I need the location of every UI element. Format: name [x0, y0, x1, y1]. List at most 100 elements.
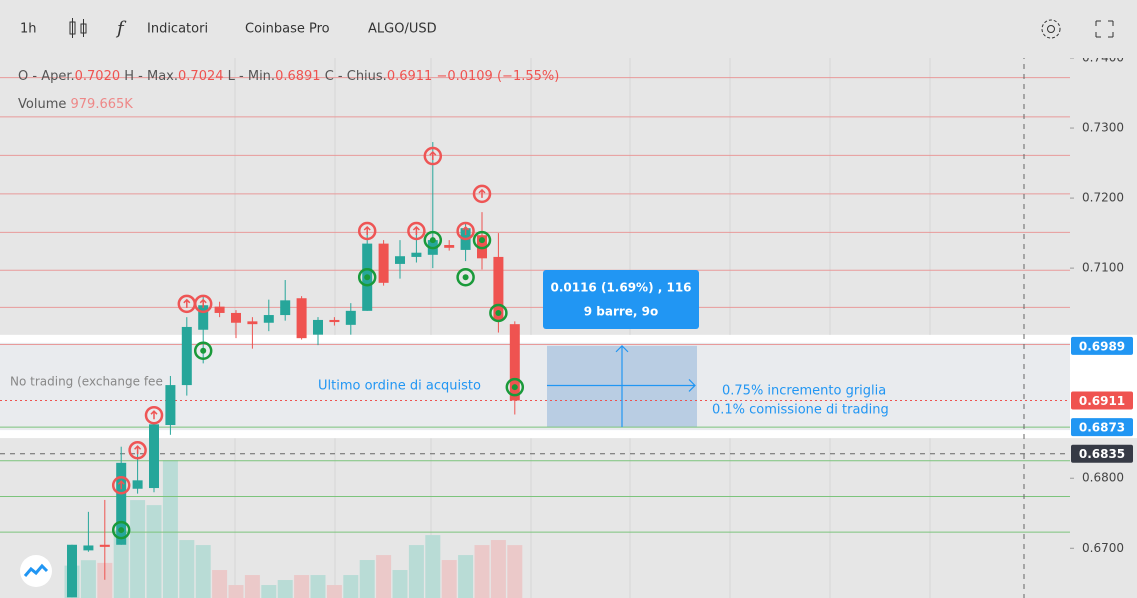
buy-signal [505, 377, 525, 397]
volume-bar [97, 562, 113, 598]
buy-signal [423, 230, 443, 250]
candle-body [165, 385, 176, 426]
buy-signal-dot [479, 237, 485, 244]
buy-signal-ring [489, 303, 508, 323]
buy-signal-ring [423, 230, 443, 250]
volume-bar [212, 570, 228, 598]
volume-bar [195, 545, 211, 598]
symbol[interactable]: ALGO/USD [368, 22, 437, 37]
sell-signal [472, 184, 492, 204]
volume-bar [113, 530, 129, 598]
sell-signal [456, 221, 475, 241]
measure-arrow-v [615, 345, 629, 428]
close-label: C - Chius. [325, 69, 387, 84]
sell-signal-ring [456, 221, 475, 241]
close-value: 0.6911 [387, 69, 433, 84]
volume-bar [441, 560, 457, 598]
measure-line-1: 0.0116 (1.69%) , 116 [550, 281, 691, 295]
logo [20, 555, 52, 587]
sell-signal-ring [357, 221, 377, 241]
buy-signal-ring [505, 377, 525, 397]
volume-bar [343, 575, 359, 598]
volume-value: 979.665K [71, 97, 134, 112]
volume-bar [179, 540, 195, 598]
interval-button[interactable]: 1h [20, 22, 37, 37]
buy-signal-ring [456, 267, 475, 287]
volume-bar [326, 585, 342, 598]
candle-body [509, 324, 520, 401]
y-tick-label: 0.7300 [1082, 121, 1124, 135]
candle-body [99, 544, 110, 547]
low-value: 0.6891 [275, 69, 321, 84]
indicators-button[interactable]: Indicatori [147, 22, 208, 37]
toolbar [0, 0, 1137, 58]
volume-bar [474, 545, 490, 598]
volume-bar [146, 505, 162, 598]
buy-signal [489, 303, 508, 323]
price-tag-label: 0.6911 [1079, 394, 1125, 408]
price-axis [1070, 44, 1137, 598]
candle-type-icon[interactable] [69, 18, 87, 38]
y-tick-label: 0.6700 [1082, 541, 1124, 555]
price-tag [1071, 418, 1133, 437]
candle-body [263, 315, 274, 323]
sell-signal-ring [407, 221, 426, 241]
sell-signal-ring [423, 146, 443, 166]
sell-signal [128, 440, 147, 460]
buy-signal [472, 230, 492, 250]
buy-signal-dot [364, 274, 371, 281]
buy-signal [456, 267, 475, 287]
change: −0.0109 [436, 69, 492, 84]
buy-signal [357, 267, 377, 287]
buy-signal-dot [511, 384, 518, 391]
candle-body [378, 243, 389, 283]
sell-signal-arrow [134, 445, 142, 455]
price-tag-label: 0.6835 [1079, 447, 1125, 461]
sell-signal-arrow [412, 225, 420, 236]
ohlc-legend: O - Aper.0.7020 H - Max.0.7024 L - Min.0… [18, 69, 559, 84]
sell-signal-arrow [462, 225, 470, 236]
sell-signal-arrow [199, 298, 207, 308]
measure-arrow-h [547, 379, 696, 392]
candle-body [444, 245, 455, 248]
sell-signal-arrow [183, 298, 191, 308]
candle-body [313, 319, 323, 335]
price-tag [1071, 391, 1133, 410]
sell-signal-ring [111, 475, 131, 495]
open-label: O - Aper. [18, 69, 75, 84]
buy-signal-ring [111, 520, 131, 540]
buy-signal-ring [472, 230, 492, 250]
buy-signal-dot [495, 309, 502, 316]
sell-signal [193, 294, 213, 314]
sell-signal-arrow [150, 410, 158, 420]
sell-signal-arrow [478, 188, 486, 198]
volume-bar [359, 560, 375, 598]
change-pct: (−1.55%) [497, 69, 559, 84]
buy-signal-ring [193, 341, 213, 361]
candle-body [280, 300, 291, 316]
candle-body [296, 298, 307, 339]
y-tick-label: 0.7200 [1082, 191, 1124, 205]
volume-bar [425, 535, 441, 598]
buy-signal-dot [429, 237, 436, 244]
fullscreen-button[interactable] [1095, 20, 1114, 38]
y-tick-label: 0.6800 [1082, 471, 1124, 485]
sell-signal-ring [472, 184, 492, 204]
volume-bar [458, 555, 474, 598]
settings-button[interactable] [1041, 19, 1061, 39]
measure-box [543, 270, 699, 329]
buy-signal-dot [462, 274, 469, 281]
candle-body [67, 544, 77, 598]
sell-signal [407, 221, 426, 241]
grid-step-note: 0.75% incremento griglia [722, 384, 886, 399]
sell-signal [357, 221, 377, 241]
volume-bar [294, 575, 310, 598]
volume-bar [310, 575, 326, 598]
volume-bar [376, 555, 392, 598]
candle-body [329, 319, 340, 323]
candle-body [116, 462, 127, 545]
sell-signal [423, 146, 443, 166]
volume-bar [244, 575, 260, 598]
volume-bar [162, 460, 178, 598]
